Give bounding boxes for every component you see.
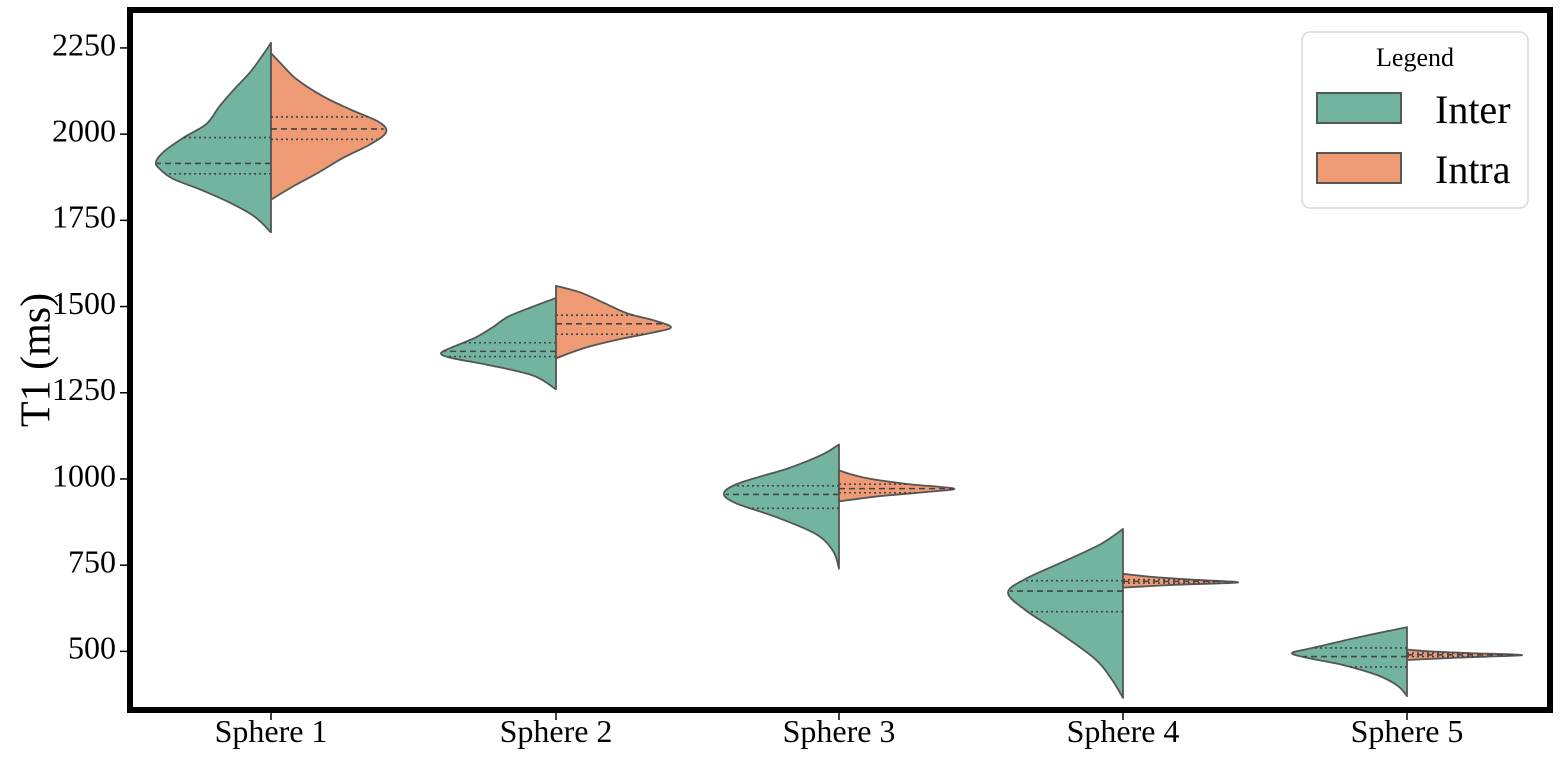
violin-inter-5 (1291, 626, 1408, 698)
legend-swatch-inter (1316, 92, 1402, 124)
violin-intra-5 (1406, 648, 1523, 661)
y-tick-label: 1250 (52, 371, 116, 407)
violin-inter-2 (440, 297, 557, 391)
y-tick-label: 1750 (52, 199, 116, 235)
violin-inter-3 (722, 443, 840, 570)
x-axis: Sphere 1 Sphere 2 Sphere 3 Sphere 4 Sphere 5 (215, 713, 1464, 749)
y-tick-label: 2250 (52, 26, 116, 62)
violin-intra-3 (838, 469, 956, 503)
y-tick-label: 750 (68, 544, 116, 580)
violins-layer (154, 41, 1523, 699)
y-tick-label: 1000 (52, 457, 116, 493)
violin-inter-1 (154, 41, 272, 234)
violin-intra-2 (555, 285, 672, 360)
x-tick-label: Sphere 2 (500, 713, 613, 749)
violin-inter-4 (1007, 528, 1124, 699)
y-axis: 500 750 1000 1250 1500 1750 2000 2250 (52, 26, 127, 666)
y-tick-label: 2000 (52, 112, 116, 148)
y-axis-label: T1 (ms) (14, 293, 60, 427)
x-tick-label: Sphere 3 (783, 713, 896, 749)
x-tick-label: Sphere 4 (1067, 713, 1180, 749)
legend: Legend Inter Intra (1301, 31, 1529, 209)
y-tick-label: 1500 (52, 285, 116, 321)
x-tick-label: Sphere 1 (215, 713, 328, 749)
legend-label-inter: Inter (1435, 87, 1511, 132)
y-tick-label: 500 (68, 630, 116, 666)
legend-swatch-intra (1316, 152, 1402, 184)
violin-intra-1 (270, 52, 388, 201)
legend-label-intra: Intra (1435, 147, 1511, 192)
legend-title: Legend (1376, 43, 1454, 72)
violin-intra-4 (1122, 572, 1239, 589)
plot-frame (127, 7, 1553, 713)
x-tick-label: Sphere 5 (1351, 713, 1464, 749)
